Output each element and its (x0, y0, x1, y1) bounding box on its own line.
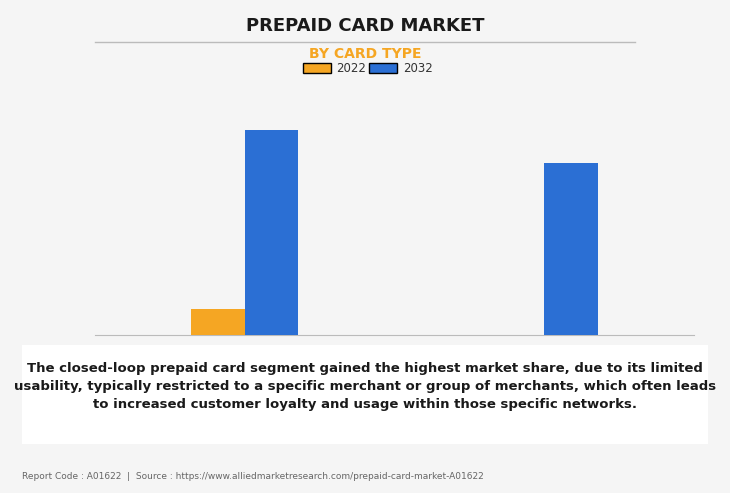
Bar (191, 309, 245, 335)
Text: BY CARD TYPE: BY CARD TYPE (309, 47, 421, 61)
Text: PREPAID CARD MARKET: PREPAID CARD MARKET (246, 17, 484, 35)
Bar (544, 163, 598, 335)
Text: 2032: 2032 (403, 62, 433, 74)
Text: Report Code : A01622  |  Source : https://www.alliedmarketresearch.com/prepaid-c: Report Code : A01622 | Source : https://… (22, 472, 484, 481)
Text: The closed-loop prepaid card segment gained the highest market share, due to its: The closed-loop prepaid card segment gai… (14, 362, 716, 411)
Bar (245, 130, 299, 335)
Text: 2022: 2022 (337, 62, 366, 74)
